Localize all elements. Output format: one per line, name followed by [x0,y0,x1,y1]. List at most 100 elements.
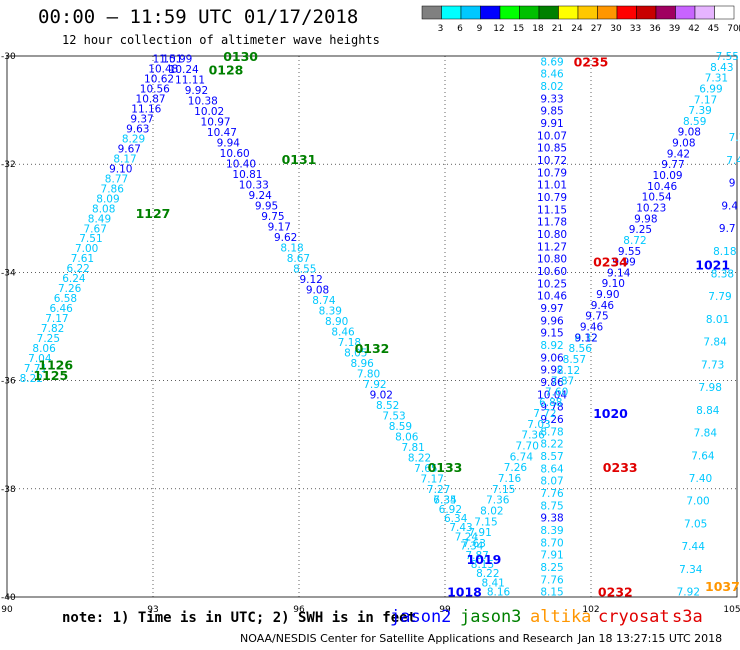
wave-height-value: 8.02 [480,505,503,517]
wave-height-plot: 90 93 96 99 102 105-30-32-34-36-38-408.227.71… [1,49,740,615]
wave-height-value: 11.11 [175,75,205,87]
wave-height-value: 9.67 [118,143,141,155]
y-tick-label: -34 [1,268,16,278]
wave-height-value: 8.06 [32,343,56,355]
wave-height-value: 7.15 [474,516,497,528]
wave-height-value: 7.92 [363,379,386,391]
wave-height-value: 7.00 [686,496,709,508]
wave-height-value: 7.86 [101,183,125,195]
colorbar-level-label: 9 [477,24,483,34]
wave-height-value: 9.08 [678,127,701,139]
wave-height-value: 6.74 [510,451,534,463]
colorbar-level-label: 33 [630,24,641,34]
pass-time-label: 0132 [355,341,390,356]
colorbar-level-label: 42 [688,24,699,34]
wave-height-value: 8.72 [623,235,646,247]
wave-height-value: 9.99 [612,257,635,269]
wave-height-value: 7.80 [357,369,380,381]
wave-height-value: 7.1 [729,132,740,144]
wave-height-value: 9.85 [540,106,563,118]
colorbar-level-label: 24 [571,24,583,34]
legend-jason2: jason2 [390,607,452,627]
wave-height-value: 7.04 [28,353,52,365]
wave-height-value: 9.98 [634,213,657,225]
wave-height-value: 8.70 [540,537,563,549]
wave-height-value: 8.57 [563,354,586,366]
wave-height-value: 9.77 [661,159,684,171]
wave-height-value: 7.72 [533,408,556,420]
wave-height-value: 7.00 [75,243,98,255]
wave-height-value: 8.22 [20,373,43,385]
wave-height-value: 7.43 [449,522,472,534]
pass-time-label: 1125 [33,368,68,383]
wave-height-value: 8.39 [319,306,342,318]
colorbar-level-label: 21 [552,24,563,34]
wave-height-value: 10.97 [201,117,231,129]
wave-height-value: 10.33 [239,180,269,192]
wave-height-value: 10.25 [537,278,567,290]
wave-height-value: 7.87 [551,376,574,388]
wave-height-value: 8.69 [540,56,563,68]
wave-height-value: 9.91 [540,118,563,130]
wave-height-value: 9.4 [721,200,738,212]
wave-height-value: 10.80 [537,254,567,266]
wave-height-value: 9.63 [126,124,149,136]
wave-height-value: 7.31 [705,73,728,85]
colorbar-level-label: 39 [669,24,681,34]
wave-height-value: 10.81 [232,169,262,181]
wave-height-value: 10.07 [537,130,567,142]
wave-height-value: 7.61 [71,253,94,265]
wave-height-value: 9.02 [370,390,393,402]
wave-height-value: 10.72 [537,155,567,167]
wave-height-value: 10.46 [647,181,677,193]
wave-height-value: 10.04 [537,389,567,401]
wave-height-value: 10.79 [537,167,567,179]
wave-height-value: 7.39 [688,105,711,117]
wave-height-value: 8.22 [540,439,563,451]
wave-height-value: 6.46 [49,303,73,315]
wave-height-value: 10.79 [537,192,567,204]
x-tick-label: 102 [582,605,599,615]
wave-height-value: 7.92 [677,587,700,599]
wave-height-value: 9.33 [540,93,563,105]
wave-height-value: 10.46 [537,291,567,303]
wave-height-value: 8.74 [312,295,336,307]
wave-height-value: 9.46 [591,300,615,312]
wave-height-value: 11.27 [537,241,567,253]
wave-height-value: 7.40 [689,473,712,485]
wave-height-value: 7.79 [708,291,731,303]
wave-height-value: 8.90 [325,316,348,328]
wave-height-value: 8.16 [487,587,511,599]
wave-height-value: 9.92 [540,365,563,377]
wave-height-value: 8.64 [540,463,564,475]
wave-height-value: 10.02 [194,106,224,118]
wave-height-value: 7.05 [684,518,707,530]
pass-time-label: 0130 [223,49,258,64]
colorbar-level-label: 3 [438,24,444,34]
wave-height-value: 9.94 [217,138,241,150]
wave-height-value: 10.62 [144,74,174,86]
wave-height-value: 7.15 [492,484,515,496]
wave-height-value: 8.32 [574,332,597,344]
wave-height-value: 7.36 [521,430,545,442]
colorbar-level-label: 15 [513,24,524,34]
wave-height-value: 8.05 [344,348,367,360]
wave-height-value: 6.58 [54,293,77,305]
x-tick-label: 96 [293,605,305,615]
y-tick-label: -40 [1,593,16,603]
wave-height-value: 8.07 [540,476,563,488]
y-tick-label: -30 [1,52,16,62]
wave-height-value: 8.84 [696,405,720,417]
wave-height-value: 9.7 [719,223,736,235]
wave-height-value: 8.02 [540,81,563,93]
x-tick-label: 93 [147,605,158,615]
wave-height-value: 9.26 [540,414,564,426]
wave-height-value: 9.08 [672,138,695,150]
wave-height-value: 8.06 [395,432,419,444]
wave-height-value: 9.55 [618,246,641,258]
wave-height-value: 10.48 [148,64,178,76]
wave-height-value: 8.52 [376,400,399,412]
colorbar-level-label: 36 [649,24,661,34]
wave-height-value: 9.42 [667,148,690,160]
wave-height-value: 8.18 [280,243,303,255]
